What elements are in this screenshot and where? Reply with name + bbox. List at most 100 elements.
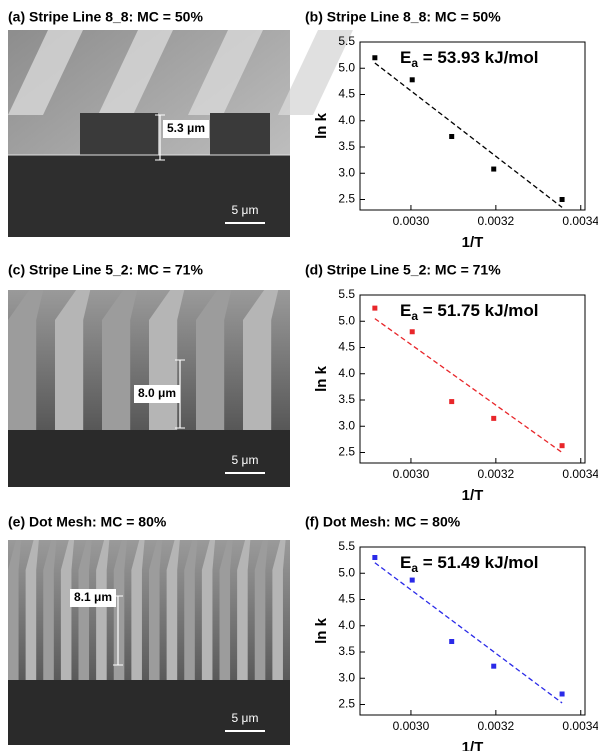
fin	[237, 540, 251, 680]
fin	[243, 290, 279, 430]
measure-box	[70, 589, 116, 607]
data-point	[559, 443, 565, 449]
substrate	[8, 430, 290, 487]
y-tick-label: 2.5	[338, 445, 355, 459]
scale-label: 5 μm	[232, 711, 259, 725]
y-tick-label: 3.0	[338, 418, 355, 432]
fin	[8, 290, 44, 430]
fin	[55, 290, 91, 430]
fin	[113, 540, 127, 680]
data-point	[409, 577, 415, 583]
data-point	[449, 134, 455, 139]
annotation: Ea = 53.93 kJ/mol	[400, 48, 539, 70]
annotation-text: = 51.49 kJ/mol	[418, 553, 539, 572]
y-tick-label: 2.5	[338, 697, 355, 711]
fin	[272, 540, 286, 680]
y-tick-label: 4.0	[338, 618, 355, 632]
data-point	[491, 166, 497, 172]
y-tick-label: 3.0	[338, 165, 355, 179]
fit-line	[374, 62, 563, 208]
sem-image: 8.0 μm 5 μm	[8, 290, 290, 487]
y-tick-label: 4.5	[338, 340, 355, 354]
y-tick-label: 3.0	[338, 670, 355, 684]
data-point	[559, 197, 565, 202]
measure-label: 5.3 μm	[167, 121, 205, 135]
substrate	[8, 680, 290, 745]
measure-box	[134, 385, 180, 403]
annotation-subscript: a	[411, 56, 418, 70]
sem-image: 8.1 μm 5 μm	[8, 540, 290, 745]
x-tick-label: 0.0032	[477, 467, 514, 481]
data-point	[372, 555, 378, 560]
annotation-symbol: E	[400, 301, 411, 320]
x-tick-label: 0.0034	[562, 214, 598, 228]
x-tick-label: 0.0034	[562, 467, 598, 481]
x-tick-label: 0.0034	[562, 719, 598, 733]
plot-frame	[359, 546, 586, 716]
fin	[96, 540, 110, 680]
fin	[60, 540, 75, 680]
chart-title: (f) Dot Mesh: MC = 80%	[305, 514, 461, 530]
y-tick-label: 5.0	[338, 565, 355, 579]
x-tick-label: 0.0032	[477, 719, 514, 733]
fin	[25, 540, 39, 680]
y-tick-label: 3.5	[338, 644, 355, 658]
fit-line	[374, 318, 563, 454]
y-tick-label: 5.5	[338, 539, 355, 553]
data-point	[372, 55, 378, 61]
stripe	[278, 30, 353, 115]
fin	[131, 540, 145, 680]
stripe	[188, 30, 263, 115]
y-tick-label: 5.5	[338, 34, 355, 48]
panel-title: (c) Stripe Line 5_2: MC = 71%	[8, 262, 203, 278]
y-axis-label: ln k	[313, 112, 330, 138]
y-axis-label: ln k	[313, 617, 330, 643]
y-tick-label: 3.5	[338, 139, 355, 153]
measure-box	[163, 120, 209, 138]
fin	[219, 540, 233, 680]
measure-label: 8.0 μm	[138, 386, 176, 400]
y-tick-label: 4.5	[338, 87, 355, 101]
chart-title: (d) Stripe Line 5_2: MC = 71%	[305, 262, 501, 278]
fin	[8, 540, 22, 680]
data-point	[409, 77, 415, 83]
plot-frame	[359, 41, 586, 211]
data-point	[449, 399, 455, 405]
fin	[149, 540, 163, 680]
x-axis-label: 1/T	[462, 487, 484, 504]
chart-title: (b) Stripe Line 8_8: MC = 50%	[305, 9, 501, 25]
stripe	[98, 30, 173, 115]
x-tick-label: 0.0030	[393, 719, 430, 733]
y-axis-label: ln k	[313, 365, 330, 391]
annotation-text: = 51.75 kJ/mol	[418, 301, 539, 320]
fit-line	[374, 562, 563, 704]
fin	[166, 540, 180, 680]
panel-title: (e) Dot Mesh: MC = 80%	[8, 514, 167, 530]
scale-label: 5 μm	[232, 453, 259, 467]
x-axis-label: 1/T	[462, 234, 484, 251]
fin	[43, 540, 57, 680]
scale-label: 5 μm	[232, 203, 259, 217]
annotation-subscript: a	[411, 309, 418, 323]
data-point	[409, 329, 415, 335]
annotation-subscript: a	[411, 561, 418, 575]
y-tick-label: 5.0	[338, 313, 355, 327]
annotation: Ea = 51.75 kJ/mol	[400, 301, 539, 323]
stripe	[8, 30, 83, 115]
sem-image: 5.3 μm 5 μm	[8, 30, 353, 237]
fin	[184, 540, 198, 680]
measure-label: 8.1 μm	[74, 590, 112, 604]
block	[80, 113, 158, 155]
data-point	[449, 639, 455, 644]
fin	[102, 290, 138, 430]
y-tick-label: 4.0	[338, 113, 355, 127]
fin	[78, 540, 92, 680]
plot-frame	[359, 294, 586, 464]
x-tick-label: 0.0030	[393, 467, 430, 481]
x-axis-label: 1/T	[462, 739, 484, 751]
y-tick-label: 5.0	[338, 60, 355, 74]
annotation-symbol: E	[400, 553, 411, 572]
data-point	[559, 691, 565, 697]
